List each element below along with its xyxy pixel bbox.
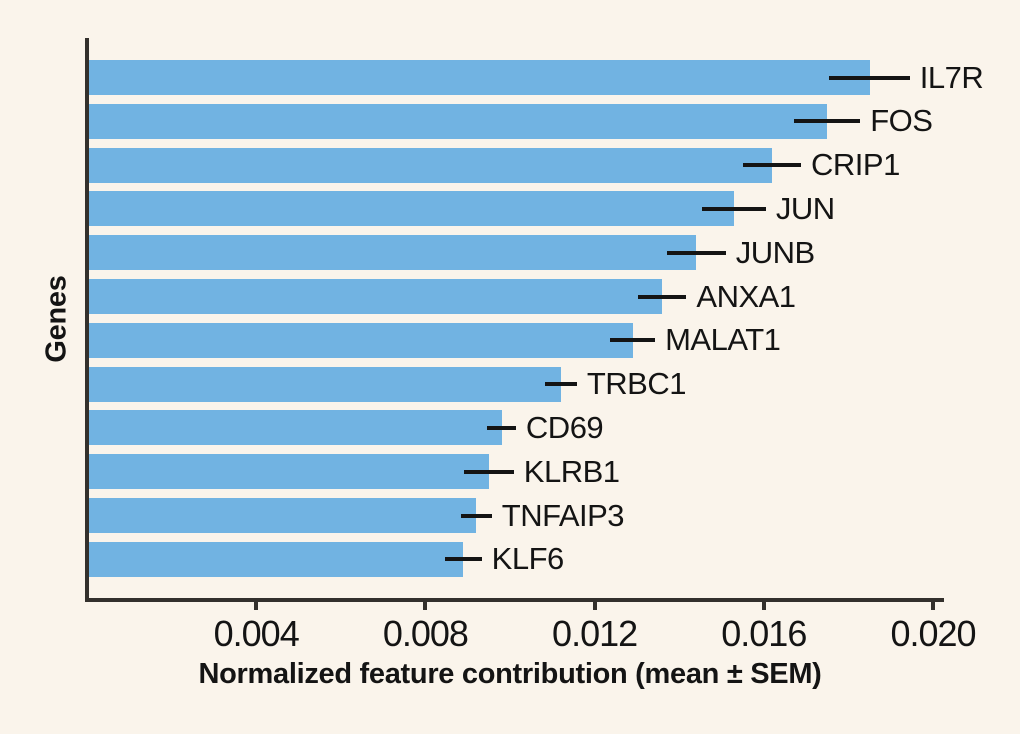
x-tick-0.020 (931, 600, 935, 610)
gene-label-tnfaip3: TNFAIP3 (501, 497, 625, 533)
gene-label-klf6: KLF6 (491, 541, 565, 577)
gene-label-trbc1: TRBC1 (586, 366, 687, 402)
x-tick-label-0.008: 0.008 (382, 613, 469, 654)
error-bar-junb (666, 250, 726, 255)
bar-junb (89, 235, 697, 271)
x-tick-0.012 (592, 600, 597, 610)
x-tick-label-0.004: 0.004 (213, 613, 300, 654)
bar-jun (89, 191, 735, 227)
x-axis-title: Normalized feature contribution (mean ± … (198, 658, 822, 690)
error-bar-anxa1 (638, 294, 687, 299)
x-tick-0.008 (423, 600, 428, 610)
error-bar-fos (794, 119, 861, 124)
gene-label-junb: JUNB (735, 234, 815, 270)
bar-malat1 (89, 322, 633, 358)
x-tick-0.004 (254, 600, 259, 610)
gene-label-klrb1: KLRB1 (523, 453, 620, 489)
x-tick-label-0.020: 0.020 (890, 613, 976, 654)
error-bar-il7r (829, 75, 910, 80)
bar-klf6 (89, 541, 464, 577)
bar-klrb1 (89, 454, 489, 490)
bar-cd69 (89, 410, 502, 446)
x-tick-label-0.016: 0.016 (721, 613, 807, 654)
gene-label-il7r: IL7R (919, 59, 984, 95)
gene-label-jun: JUN (775, 190, 835, 226)
error-bar-trbc1 (544, 382, 577, 387)
bar-tnfaip3 (89, 498, 477, 533)
gene-label-malat1: MALAT1 (665, 322, 781, 358)
bar-il7r (89, 60, 870, 95)
error-bar-klrb1 (463, 469, 514, 474)
bar-crip1 (89, 147, 773, 183)
error-bar-jun (702, 206, 766, 211)
error-bar-crip1 (743, 163, 801, 168)
gene-label-crip1: CRIP1 (811, 147, 900, 183)
x-tick-0.016 (761, 600, 766, 610)
y-axis-spine (85, 38, 89, 602)
bar-trbc1 (89, 366, 561, 402)
error-bar-klf6 (445, 557, 482, 562)
error-bar-tnfaip3 (460, 513, 492, 518)
gene-label-anxa1: ANXA1 (696, 278, 796, 314)
gene-label-fos: FOS (870, 103, 933, 139)
bar-fos (89, 103, 828, 139)
x-tick-label-0.012: 0.012 (552, 613, 638, 654)
bar-anxa1 (89, 279, 663, 314)
error-bar-cd69 (487, 425, 516, 430)
error-bar-malat1 (610, 338, 656, 343)
gene-label-cd69: CD69 (525, 409, 604, 445)
x-axis-spine (85, 598, 944, 602)
y-axis-title: Genes (40, 275, 73, 363)
